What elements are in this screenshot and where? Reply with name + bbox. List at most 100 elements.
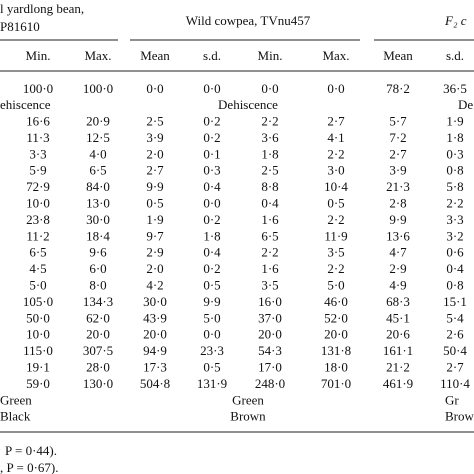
table-cell: 2·2: [327, 146, 344, 161]
table-cell: 20·9: [86, 113, 110, 128]
table-cell: 94·9: [143, 343, 167, 358]
table-cell: 28·0: [86, 359, 110, 374]
footnote: , P = 0·67).: [0, 460, 59, 474]
table-cell: 23·8: [26, 212, 50, 227]
table-cell: 20·0: [86, 327, 110, 342]
table-cell: 0·5: [146, 195, 163, 210]
table-cell: 9·9: [389, 212, 406, 227]
table-cell: 0·2: [203, 113, 220, 128]
table-cell: 6·5: [261, 228, 278, 243]
table-cell: 0·5: [327, 195, 344, 210]
table-cell: 0·1: [203, 146, 220, 161]
table-cell: 2·2: [446, 195, 463, 210]
table-cell: 36·5: [443, 81, 467, 96]
group-title: P81610: [0, 19, 40, 34]
table-cell: 248·0: [255, 376, 285, 391]
table-cell: 50·0: [26, 310, 50, 325]
table-cell: 3·3: [446, 212, 463, 227]
column-header: Mean: [383, 48, 413, 63]
table-cell: 115·0: [23, 343, 53, 358]
table-cell: 17·3: [143, 359, 167, 374]
table-cell: 307·5: [83, 343, 113, 358]
table-cell: 2·7: [446, 359, 464, 374]
table-cell: 9·9: [146, 179, 163, 194]
table-cell: 105·0: [23, 294, 53, 309]
table-cell: 21·2: [386, 359, 410, 374]
table-cell: 0·4: [203, 245, 221, 260]
table-cell: 130·0: [83, 376, 113, 391]
table-cell: 2·2: [261, 113, 278, 128]
table-cell: 16·0: [258, 294, 282, 309]
table-cell: 18·0: [324, 359, 348, 374]
table-cell: 0·2: [203, 212, 220, 227]
table-cell: 0·2: [203, 261, 220, 276]
table-cell: 13·0: [86, 195, 110, 210]
table-cell: 30·0: [86, 212, 110, 227]
table-cell: 0·5: [203, 359, 220, 374]
table-cell: 0·2: [203, 130, 220, 145]
table-cell: 50·4: [443, 343, 467, 358]
table-cell: 45·1: [386, 310, 410, 325]
table-cell: 54·3: [258, 343, 282, 358]
table-cell: 0·5: [203, 277, 220, 292]
table-cell: 100·0: [83, 81, 113, 96]
table-cell: 0·4: [261, 195, 279, 210]
row-label: Brown: [445, 409, 474, 424]
group-title: Wild cowpea, TVnu457: [186, 13, 311, 28]
table-cell: 2·2: [327, 261, 344, 276]
table-cell: 23·3: [200, 343, 224, 358]
table-cell: 4·0: [89, 146, 106, 161]
table-cell: 3·5: [327, 245, 344, 260]
table-cell: 5·9: [29, 163, 46, 178]
table-cell: 68·3: [386, 294, 410, 309]
table-cell: 46·0: [324, 294, 348, 309]
row-label: Brown: [230, 409, 266, 424]
table-cell: 9·6: [89, 245, 107, 260]
table-cell: 5·8: [446, 179, 463, 194]
table-cell: 18·4: [86, 228, 110, 243]
table-cell: 10·4: [324, 179, 348, 194]
table-cell: 3·9: [389, 163, 406, 178]
table-cell: 10·0: [26, 327, 50, 342]
table-cell: 2·7: [327, 113, 345, 128]
table-cell: 1·6: [261, 212, 279, 227]
group-title: l yardlong bean,: [0, 1, 84, 16]
table-cell: 4·2: [146, 277, 163, 292]
table-cell: 15·1: [443, 294, 467, 309]
table-cell: 1·8: [261, 146, 278, 161]
table-cell: 701·0: [321, 376, 351, 391]
table-cell: 161·1: [383, 343, 413, 358]
table-cell: 9·7: [146, 228, 164, 243]
table-cell: 131·9: [197, 376, 227, 391]
table-cell: 62·0: [86, 310, 110, 325]
table-cell: 2·2: [327, 212, 344, 227]
table-cell: 30·0: [143, 294, 167, 309]
table-cell: 1·8: [203, 228, 220, 243]
table-cell: 2·7: [146, 163, 164, 178]
table-cell: 20·0: [143, 327, 167, 342]
footnote: P = 0·44).: [5, 443, 57, 458]
table-cell: 0·0: [203, 195, 220, 210]
table-cell: 52·0: [324, 310, 348, 325]
table-cell: 0·0: [203, 327, 220, 342]
column-header: Min.: [258, 48, 283, 63]
table-cell: 0·0: [327, 81, 344, 96]
table-cell: 2·8: [389, 195, 406, 210]
table-cell: 20·6: [386, 327, 410, 342]
table-cell: 2·7: [389, 146, 407, 161]
row-label: Green: [0, 392, 32, 407]
table-cell: 11·3: [26, 130, 49, 145]
table-cell: 8·0: [89, 277, 106, 292]
table-cell: 10·0: [26, 195, 50, 210]
table-cell: 1·8: [446, 130, 463, 145]
table-cell: 2·0: [146, 146, 163, 161]
row-label: Gr: [445, 392, 459, 407]
table-cell: 7·2: [389, 130, 406, 145]
table-cell: 5·4: [446, 310, 464, 325]
table-cell: 13·6: [386, 228, 410, 243]
table-cell: 1·6: [261, 261, 279, 276]
table-cell: 2·9: [146, 245, 163, 260]
table-cell: 0·3: [203, 163, 220, 178]
table-cell: 5·7: [389, 113, 407, 128]
